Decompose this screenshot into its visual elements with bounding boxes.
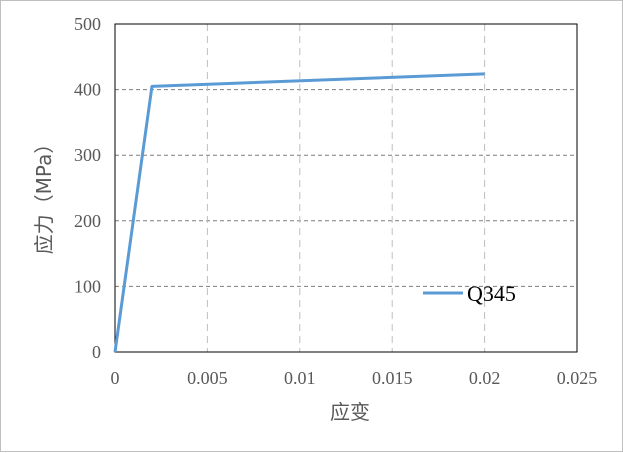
x-tick-label: 0.025 — [557, 368, 598, 388]
y-tick-label: 300 — [74, 145, 101, 165]
y-tick-label: 400 — [74, 80, 101, 100]
y-tick-label: 200 — [74, 211, 101, 231]
x-tick-label: 0 — [111, 368, 120, 388]
y-axis-title: 应力（MPa） — [32, 134, 56, 255]
y-tick-label: 0 — [92, 342, 101, 362]
legend-label: Q345 — [467, 281, 516, 306]
x-tick-label: 0.02 — [469, 368, 501, 388]
x-tick-label: 0.015 — [372, 368, 413, 388]
series-line-Q345 — [113, 72, 485, 353]
x-axis-title: 应变 — [330, 400, 370, 424]
x-tick-label: 0.005 — [187, 368, 228, 388]
y-tick-label: 500 — [74, 14, 101, 34]
y-tick-label: 100 — [74, 276, 101, 296]
x-tick-label: 0.01 — [284, 368, 316, 388]
plot-area-border — [114, 23, 578, 353]
